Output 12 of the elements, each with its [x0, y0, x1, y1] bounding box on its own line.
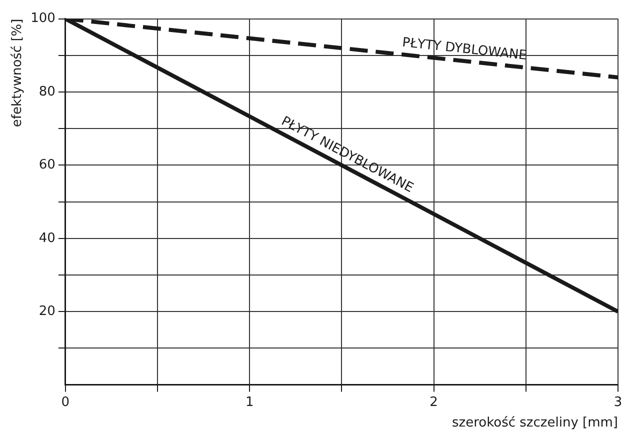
y-tick-label: 20 — [38, 304, 56, 319]
x-tick-label: 3 — [614, 394, 622, 410]
x-axis-title: szerokość szczeliny [mm] — [452, 416, 618, 431]
y-tick-label: 60 — [38, 158, 56, 173]
x-tick-label: 0 — [61, 394, 70, 410]
y-axis-title: efektywność [%] — [10, 18, 26, 128]
y-tick-label: 40 — [38, 230, 56, 246]
x-tick-label: 1 — [245, 394, 254, 410]
x-tick-label: 2 — [430, 394, 438, 410]
y-tick-label: 100 — [30, 11, 56, 26]
y-tick-label: 80 — [38, 84, 56, 100]
text: PŁYTY DYBLOWANE — [402, 35, 528, 64]
